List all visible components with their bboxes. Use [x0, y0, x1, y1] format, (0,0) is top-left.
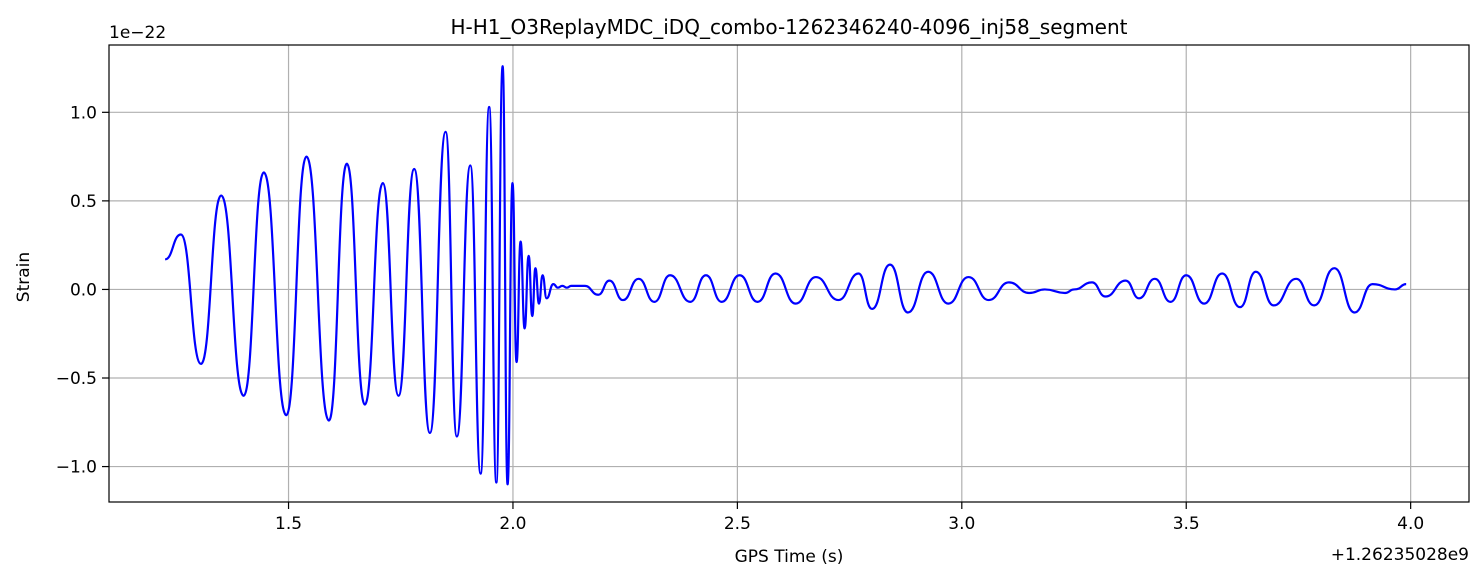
- chart-title: H-H1_O3ReplayMDC_iDQ_combo-1262346240-40…: [450, 15, 1127, 39]
- y-scale-label: 1e−22: [109, 23, 166, 43]
- y-axis-ticks: −1.0 −0.5 0.0 0.5 1.0: [56, 103, 109, 478]
- x-tick-label: 3.5: [1173, 514, 1200, 534]
- x-tick-label: 2.0: [499, 514, 526, 534]
- x-tick-label: 3.0: [948, 514, 975, 534]
- x-tick-label: 2.5: [724, 514, 751, 534]
- x-axis-label: GPS Time (s): [735, 547, 844, 567]
- x-tick-label: 4.0: [1397, 514, 1424, 534]
- y-axis-label: Strain: [14, 252, 34, 302]
- grid-lines: [109, 45, 1469, 502]
- strain-series-line: [164, 65, 1407, 486]
- x-offset-label: +1.26235028e9: [1331, 545, 1469, 565]
- y-tick-label: 0.0: [70, 280, 97, 300]
- y-tick-label: −0.5: [56, 369, 97, 389]
- y-tick-label: −1.0: [56, 458, 97, 478]
- x-tick-label: 1.5: [275, 514, 302, 534]
- plot-area-frame: [108, 44, 1470, 503]
- y-tick-label: 1.0: [70, 103, 97, 123]
- x-axis-ticks: 1.5 2.0 2.5 3.0 3.5 4.0: [275, 502, 1424, 534]
- y-tick-label: 0.5: [70, 192, 97, 212]
